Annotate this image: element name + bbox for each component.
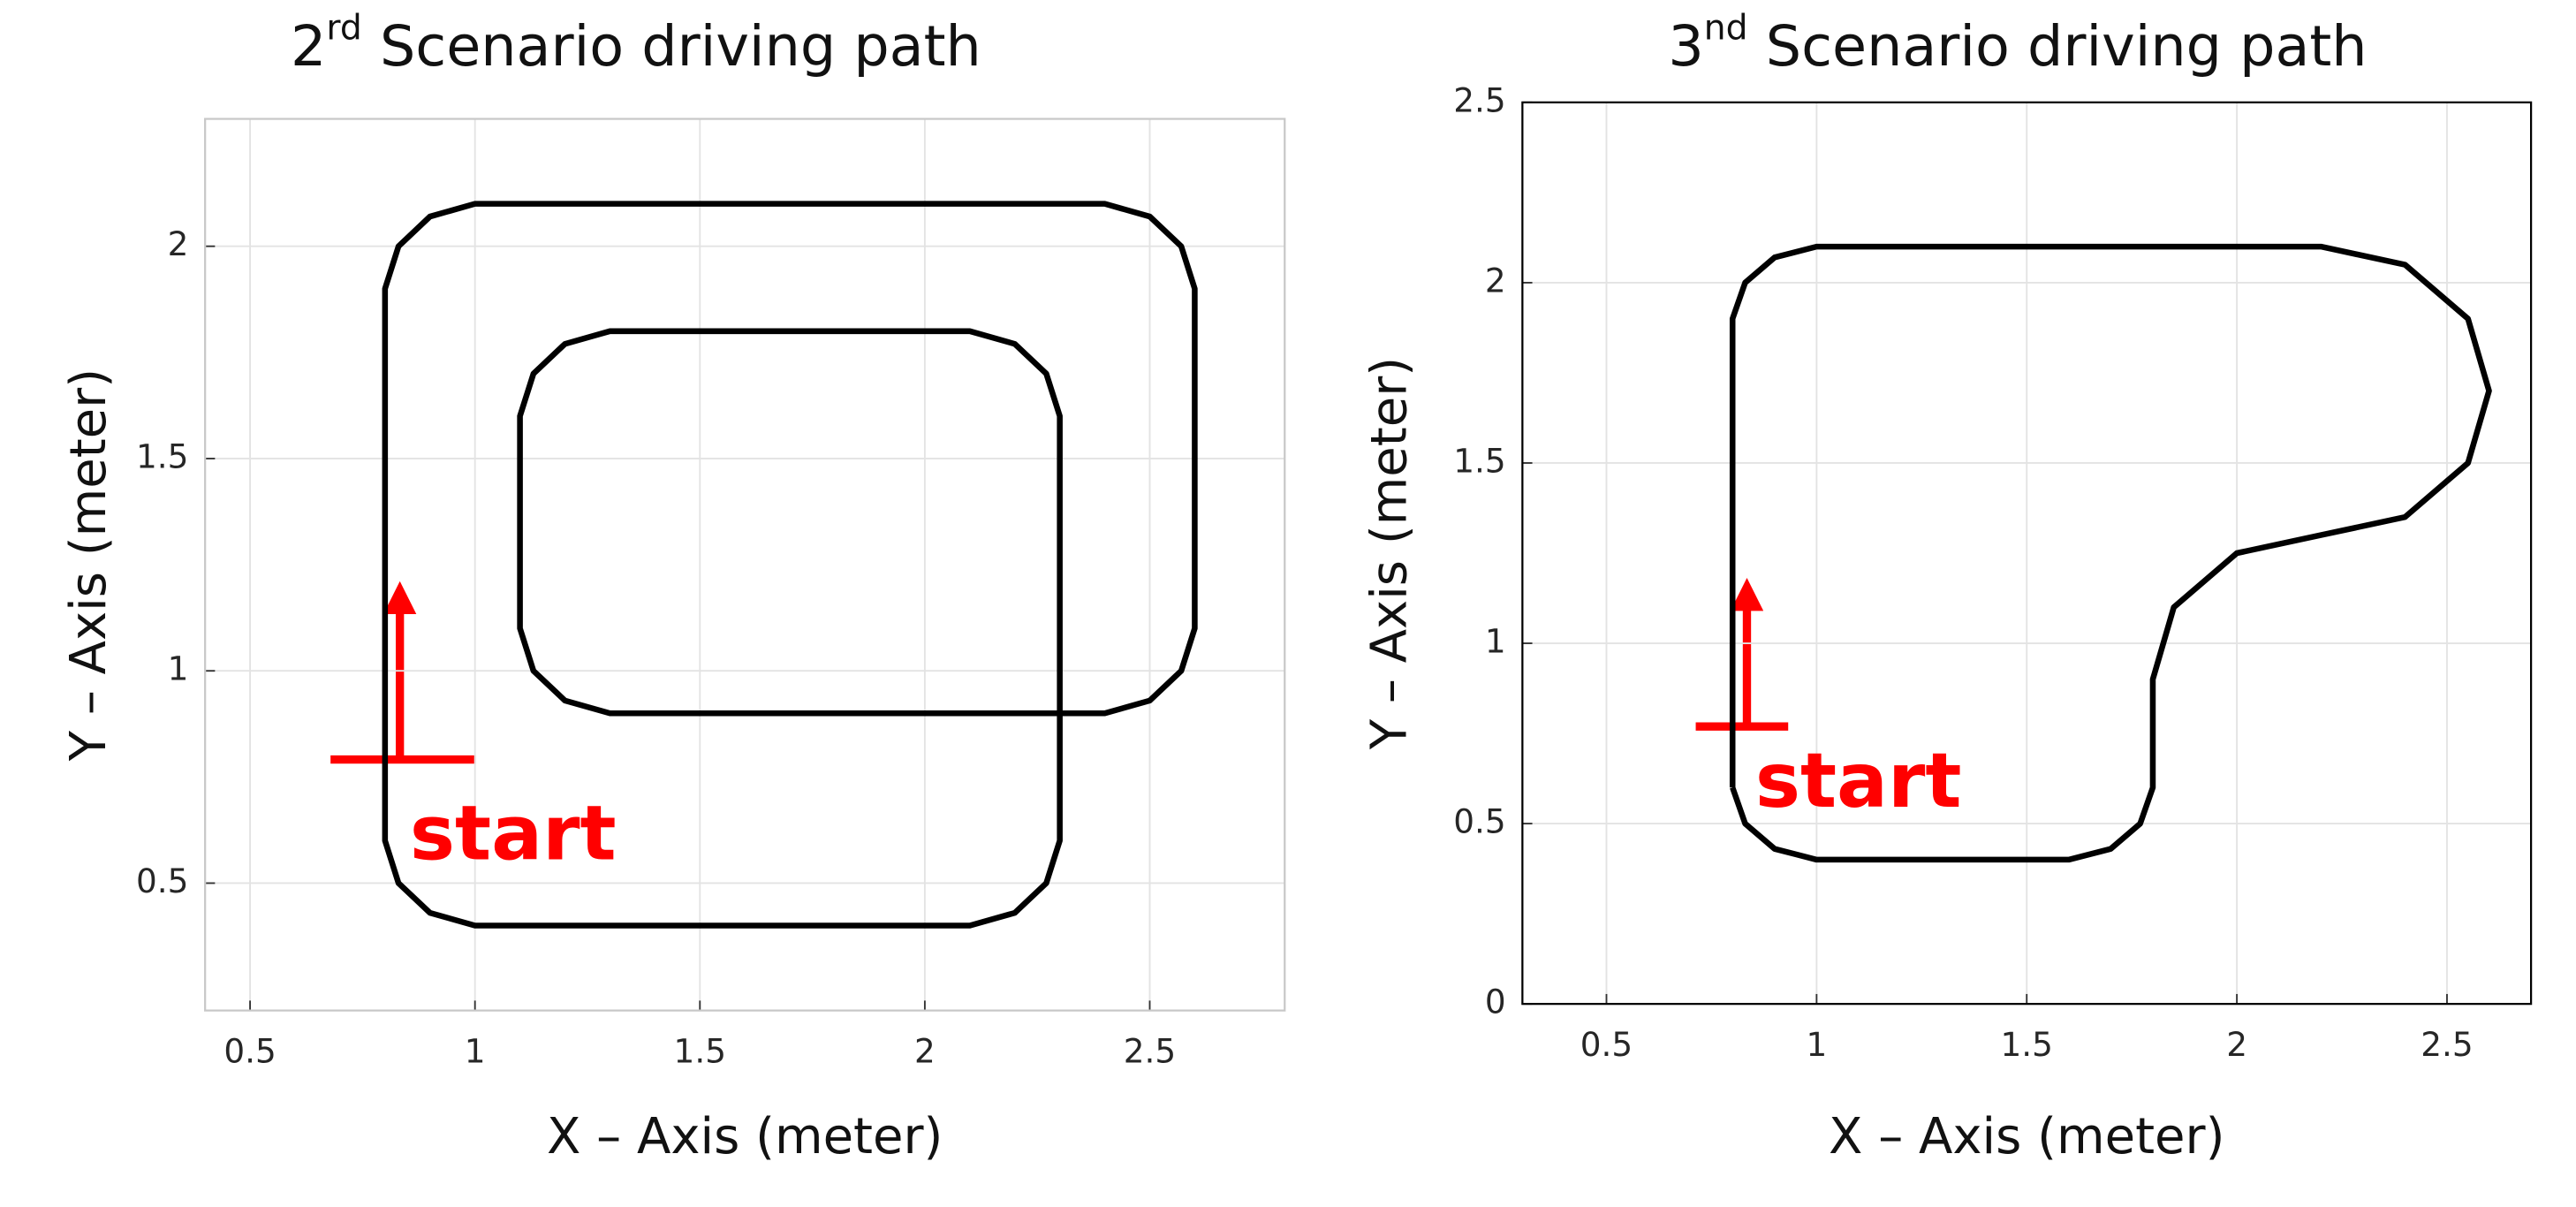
y-tick-label: 2: [168, 224, 189, 263]
title-text: Scenario driving path: [1748, 13, 2368, 79]
driving-path: [382, 201, 1198, 929]
x-tick-label: 1.5: [674, 1032, 726, 1071]
chart-title: 3nd Scenario driving path: [1668, 8, 2367, 79]
start-annotation: start: [410, 790, 617, 878]
x-tick-label: 1.5: [2001, 1025, 2053, 1064]
y-tick-label: 0.5: [136, 862, 188, 900]
y-tick-label: 0: [1485, 983, 1506, 1021]
x-tick-label: 0.5: [1580, 1025, 1633, 1064]
annotation-arrows: [330, 578, 1789, 764]
y-tick-label: 2: [1485, 261, 1506, 300]
y-tick-label: 0.5: [1453, 802, 1505, 841]
x-axis-label: X – Axis (meter): [547, 1108, 943, 1165]
x-tick-label: 1: [1806, 1025, 1827, 1064]
y-axis-label: Y – Axis (meter): [1360, 357, 1418, 750]
title-superscript: rd: [326, 8, 361, 48]
y-tick-label: 1.5: [136, 436, 188, 475]
x-tick-label: 2: [914, 1032, 936, 1071]
title-superscript: nd: [1704, 8, 1748, 48]
start-annotation: start: [1755, 737, 1962, 825]
x-axis-label: X – Axis (meter): [1829, 1108, 2224, 1165]
y-axis-label: Y – Axis (meter): [60, 368, 117, 762]
plot-frame: [204, 118, 1286, 1012]
x-tick-label: 2.5: [2421, 1025, 2473, 1064]
x-tick-label: 0.5: [224, 1032, 276, 1071]
y-tick-label: 1: [168, 649, 189, 688]
y-tick-label: 1: [1485, 622, 1506, 661]
title-text: Scenario driving path: [362, 13, 981, 79]
x-tick-label: 1: [465, 1032, 486, 1071]
x-tick-label: 2.5: [1124, 1032, 1176, 1071]
driving-path: [1729, 243, 2492, 863]
x-tick-label: 2: [2226, 1025, 2247, 1064]
title-number: 3: [1668, 13, 1703, 79]
y-tick-label: 2.5: [1453, 80, 1505, 119]
y-tick-label: 1.5: [1453, 441, 1505, 480]
title-number: 2: [291, 13, 326, 79]
plot-frame: [1521, 101, 2533, 1006]
chart-title: 2rd Scenario driving path: [291, 8, 981, 79]
